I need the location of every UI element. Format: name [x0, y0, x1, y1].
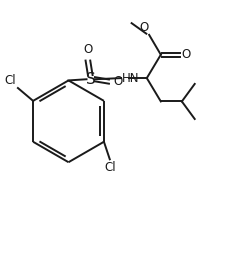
Text: Cl: Cl — [5, 74, 16, 87]
Text: O: O — [182, 48, 191, 61]
Text: S: S — [86, 72, 96, 87]
Text: Cl: Cl — [104, 161, 116, 174]
Text: O: O — [84, 43, 93, 56]
Text: HN: HN — [122, 71, 140, 85]
Text: O: O — [139, 21, 148, 34]
Text: O: O — [113, 75, 122, 88]
